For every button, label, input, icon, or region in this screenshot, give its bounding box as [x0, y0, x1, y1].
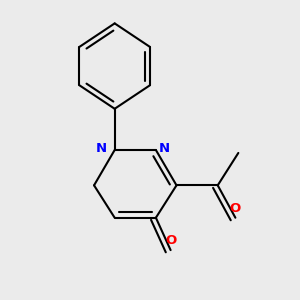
Text: O: O — [165, 234, 176, 247]
Text: N: N — [159, 142, 170, 155]
Text: O: O — [230, 202, 241, 215]
Text: N: N — [96, 142, 107, 155]
